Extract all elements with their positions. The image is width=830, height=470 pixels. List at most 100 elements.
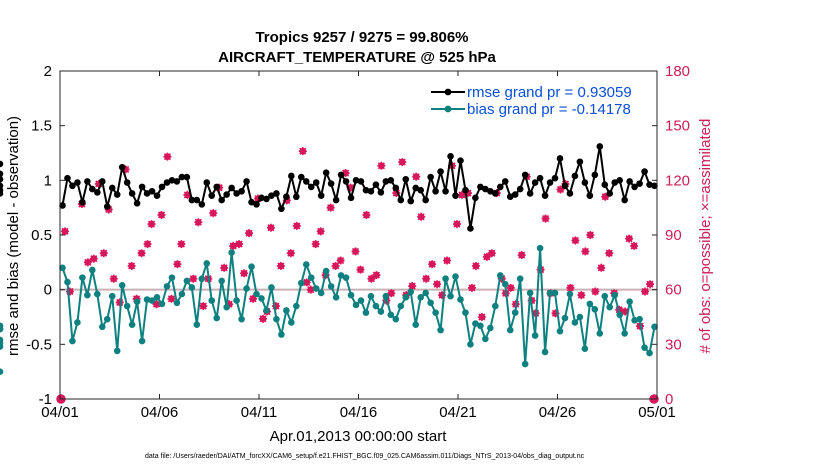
rmse-point bbox=[566, 190, 574, 197]
bias-point bbox=[203, 260, 211, 267]
obs-assimilated-marker bbox=[625, 234, 634, 243]
rmse-point bbox=[317, 192, 325, 199]
rmse-point bbox=[248, 198, 255, 206]
rmse-point bbox=[621, 196, 628, 204]
bias-point bbox=[551, 289, 559, 297]
rmse-point bbox=[591, 171, 599, 179]
rmse-point bbox=[636, 180, 643, 187]
obs-assimilated-marker bbox=[89, 254, 98, 263]
bias-point bbox=[601, 292, 609, 300]
obs-assimilated-marker bbox=[351, 247, 360, 256]
obs-assimilated-marker bbox=[408, 282, 417, 291]
rmse-point bbox=[302, 178, 310, 185]
x-tick-label: 04/16 bbox=[340, 404, 378, 421]
rmse-point bbox=[79, 198, 86, 206]
obs-assimilated-marker bbox=[298, 147, 307, 156]
x-tick-label: 04/21 bbox=[439, 404, 477, 421]
bias-point bbox=[332, 294, 340, 301]
x-tick-label: 04/06 bbox=[141, 404, 179, 421]
obs-assimilated-marker bbox=[152, 300, 161, 309]
rmse-point bbox=[163, 179, 171, 186]
obs-assimilated-marker bbox=[147, 220, 156, 229]
rmse-point bbox=[158, 183, 166, 191]
rmse-point bbox=[536, 174, 544, 182]
obs-assimilated-marker bbox=[189, 274, 198, 283]
bias-point bbox=[0, 325, 4, 333]
bias-point bbox=[487, 324, 494, 332]
rmse-point bbox=[218, 196, 225, 204]
bias-point bbox=[357, 297, 365, 304]
rmse-series bbox=[0, 143, 658, 232]
rmse-point bbox=[437, 168, 444, 175]
rmse-point bbox=[531, 179, 539, 186]
bias-point bbox=[576, 313, 584, 321]
rmse-point bbox=[506, 193, 514, 201]
legend-bias-label: bias grand pr = -0.14178 bbox=[467, 101, 631, 118]
bias-point bbox=[317, 289, 325, 297]
bias-point bbox=[178, 290, 186, 298]
rmse-point bbox=[128, 190, 136, 197]
bias-point bbox=[193, 321, 201, 328]
rmse-point bbox=[362, 186, 370, 194]
rmse-point bbox=[417, 186, 424, 194]
obs-assimilated-marker bbox=[367, 274, 376, 283]
rmse-point bbox=[487, 187, 494, 195]
bias-point bbox=[208, 297, 216, 304]
rmse-point bbox=[278, 205, 285, 213]
obs-assimilated-marker bbox=[240, 269, 249, 278]
x-tick-label: 04/26 bbox=[539, 404, 577, 421]
rmse-point bbox=[367, 187, 375, 195]
bias-point bbox=[59, 264, 66, 272]
obs-assimilated-marker bbox=[591, 287, 600, 296]
bias-point bbox=[526, 289, 534, 297]
rmse-point bbox=[203, 179, 211, 186]
rmse-point bbox=[526, 190, 534, 197]
chart-title-line1: Tropics 9257 / 9275 = 99.806% bbox=[255, 29, 468, 46]
bias-point bbox=[581, 345, 589, 353]
y-left-tick-label: 0 bbox=[44, 282, 52, 299]
obs-assimilated-marker bbox=[517, 251, 526, 260]
obs-assimilated-marker bbox=[99, 249, 108, 258]
bias-point bbox=[0, 343, 4, 350]
bias-point bbox=[631, 316, 638, 324]
bias-point bbox=[218, 277, 225, 285]
y-left-tick-label: 1.5 bbox=[31, 118, 52, 135]
bias-point bbox=[133, 298, 141, 305]
rmse-point bbox=[148, 187, 156, 195]
bias-point bbox=[367, 292, 375, 300]
obs-assimilated-marker bbox=[581, 247, 590, 256]
rmse-point bbox=[342, 178, 350, 185]
obs-assimilated-marker bbox=[586, 231, 595, 239]
obs-assimilated-marker bbox=[646, 280, 655, 289]
rmse-point bbox=[651, 182, 658, 190]
obs-assimilated-marker bbox=[199, 302, 208, 311]
chart-title-line2: AIRCRAFT_TEMPERATURE @ 525 hPa bbox=[218, 49, 496, 66]
obs-assimilated-marker bbox=[597, 263, 606, 272]
obs-assimilated-marker bbox=[372, 271, 381, 280]
bias-point bbox=[432, 309, 439, 316]
bias-point bbox=[437, 326, 444, 334]
obs-assimilated-marker bbox=[630, 241, 639, 250]
rmse-point bbox=[153, 192, 161, 199]
obs-assimilated-marker bbox=[143, 240, 152, 249]
obs-assimilated-marker bbox=[377, 161, 386, 170]
obs-assimilated-marker bbox=[433, 280, 442, 289]
y-axis-left-ticks: -1 -0.5 0 0.5 1 1.5 2 bbox=[26, 63, 65, 408]
bias-point bbox=[536, 244, 544, 252]
rmse-point bbox=[551, 174, 559, 182]
bias-point bbox=[248, 263, 255, 271]
bias-point bbox=[342, 274, 350, 281]
rmse-point bbox=[263, 195, 270, 203]
obs-assimilated-marker bbox=[331, 261, 340, 270]
bias-point bbox=[566, 290, 574, 298]
rmse-point bbox=[198, 201, 206, 208]
rmse-point bbox=[89, 185, 96, 193]
bias-point bbox=[452, 273, 459, 280]
bias-point bbox=[307, 274, 315, 281]
bias-point bbox=[387, 311, 395, 319]
bias-point bbox=[402, 294, 410, 301]
bias-point bbox=[98, 323, 106, 331]
rmse-point bbox=[596, 143, 604, 150]
rmse-point bbox=[477, 183, 484, 191]
legend-bias-marker bbox=[444, 105, 452, 113]
